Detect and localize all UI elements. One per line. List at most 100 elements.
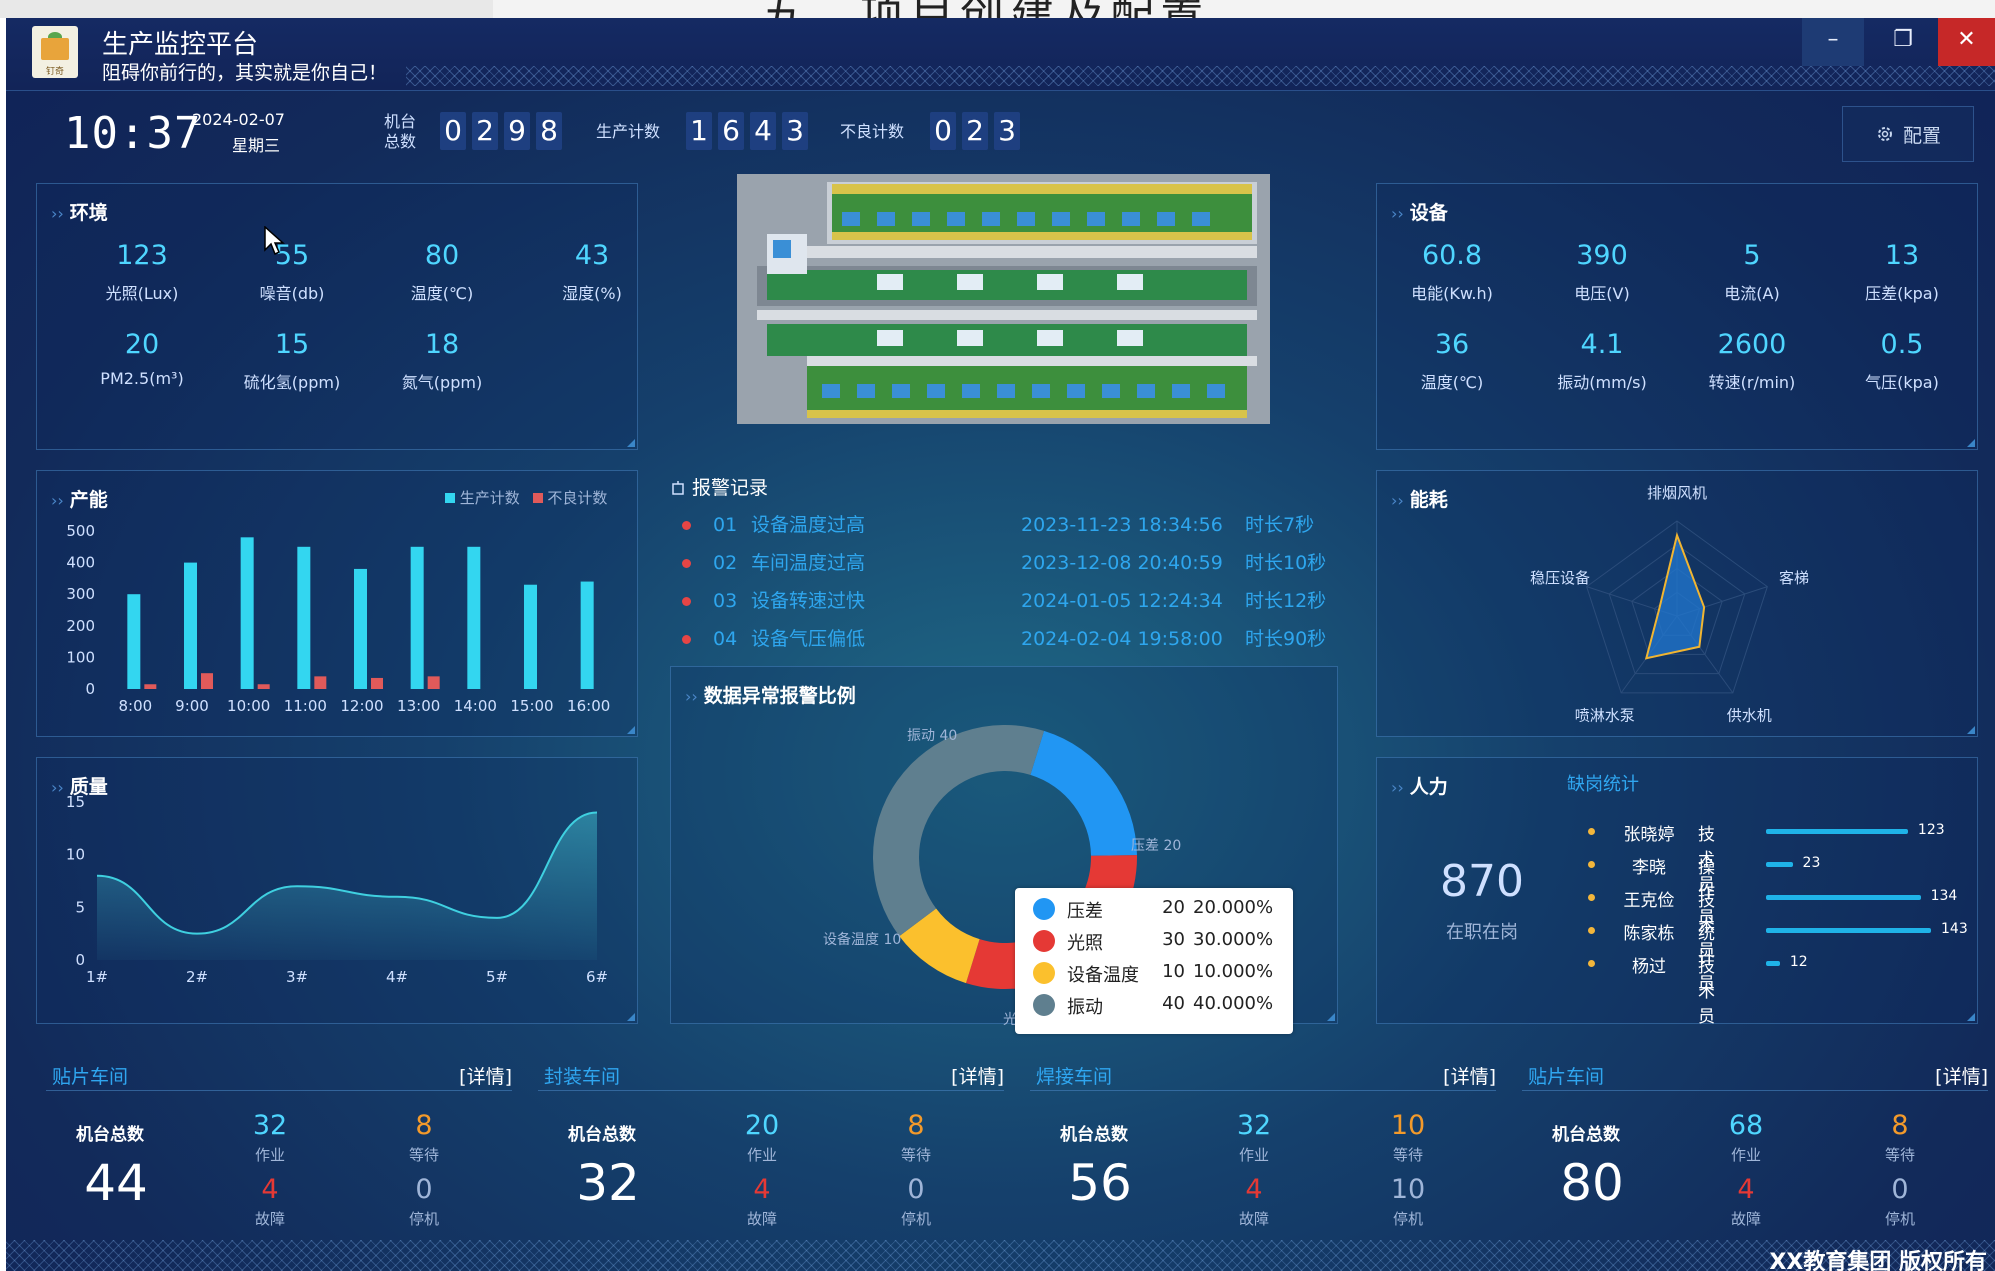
energy-panel: ›› 能耗 排烟风机 客梯 供水机 喷淋水泵 稳压设备	[1376, 470, 1978, 737]
x-tick-label: 11:00	[284, 697, 327, 715]
x-tick-label: 4#	[386, 968, 408, 986]
y-tick-label: 500	[66, 522, 95, 540]
bar-production	[580, 581, 594, 689]
alarm-time: 2023-11-23 18:34:56	[1021, 514, 1223, 536]
bar-production	[354, 568, 367, 689]
tooltip-name: 振动	[1067, 997, 1103, 1018]
bullet-icon	[1588, 927, 1595, 934]
tooltip-pct: 30.000%	[1193, 929, 1274, 950]
title-bar[interactable]: 钉奇 生产监控平台 阻碍你前行的，其实就是你自己！ – ❐ ✕	[6, 18, 1995, 91]
capacity-legend: 生产计数 不良计数	[445, 487, 607, 508]
x-tick-label: 5#	[486, 968, 508, 986]
workshop-detail-link[interactable]: [详情]	[1935, 1066, 1988, 1088]
metric-label: 电流(A)	[1724, 284, 1780, 303]
donut-label-light: 光	[1003, 1012, 1017, 1028]
metric-value: 55	[274, 240, 310, 271]
legend-production: 生产计数	[459, 489, 520, 507]
workshop-working-label: 作业	[746, 1146, 777, 1164]
swatch-icon	[1033, 898, 1055, 920]
tooltip-name: 压差	[1067, 901, 1103, 922]
config-button[interactable]: 配置	[1842, 106, 1974, 162]
chevron-icon: ››	[1391, 491, 1404, 510]
bar-production	[184, 562, 197, 689]
staff-bar	[1766, 895, 1921, 900]
metric-label: 湿度(%)	[562, 284, 622, 303]
metric-label: 转速(r/min)	[1708, 373, 1796, 392]
y-tick-label: 200	[66, 617, 95, 635]
workshop-waiting-label: 等待	[408, 1146, 439, 1164]
x-tick-label: 1#	[86, 968, 108, 986]
anomaly-title: 数据异常报警比例	[703, 685, 856, 707]
x-tick-label: 16:00	[567, 697, 610, 715]
alarm-row[interactable]: 04 设备气压偏低 2024-02-04 19:58:00 时长90秒	[682, 624, 1326, 651]
x-tick-label: 10:00	[227, 697, 270, 715]
metric-value: 15	[274, 329, 310, 360]
equipment-panel: ›› 设备 60.8 电能(Kw.h) 390 电压(V) 5 电流(A) 13 …	[1376, 183, 1978, 450]
panel-title: ›› 数据异常报警比例	[685, 681, 856, 708]
bullet-icon	[1588, 960, 1595, 967]
alarm-title: 报警记录	[692, 477, 769, 499]
digit: 0	[930, 112, 956, 150]
quality-area	[97, 812, 597, 960]
alarm-row[interactable]: 03 设备转速过快 2024-01-05 12:24:34 时长12秒	[682, 586, 1326, 613]
radar-axis-label: 稳压设备	[1530, 569, 1590, 587]
staff-role: 技术员	[1698, 825, 1715, 895]
bar-production	[240, 537, 254, 689]
donut-tooltip: 压差 20 20.000% 光照 30 30.000% 设备温度 10 10.000% 振动…	[1015, 888, 1293, 1034]
metric-value: 60.8	[1421, 240, 1483, 271]
restore-button[interactable]: ❐	[1893, 27, 1913, 52]
alarm-row[interactable]: 02 车间温度过高 2023-12-08 20:40:59 时长10秒	[682, 548, 1326, 575]
workshop-detail-link[interactable]: [详情]	[951, 1066, 1004, 1088]
staff-role: 技术员	[1698, 891, 1715, 961]
workshop-name: 贴片车间	[52, 1066, 129, 1088]
bar-defect	[201, 673, 213, 689]
alarm-duration: 时长90秒	[1245, 628, 1327, 650]
tooltip-row: 压差 20 20.000%	[1033, 894, 1283, 924]
x-tick-label: 2#	[186, 968, 208, 986]
y-tick-label: 400	[66, 554, 95, 572]
y-tick-label: 300	[66, 585, 95, 603]
clock-time: 10:37	[64, 108, 202, 159]
minimize-button[interactable]: –	[1802, 18, 1864, 66]
workshop-fault: 4	[1245, 1174, 1263, 1205]
legend-swatch-defect	[532, 493, 543, 503]
y-tick-label: 10	[66, 846, 85, 864]
digit: 6	[718, 112, 744, 150]
metric-label: 硫化氢(ppm)	[243, 373, 341, 392]
metric-value: 36	[1434, 329, 1470, 360]
y-tick-label: 100	[66, 648, 95, 666]
metric-value: 2600	[1717, 329, 1787, 360]
alarm-row[interactable]: 01 设备温度过高 2023-11-23 18:34:56 时长7秒	[682, 510, 1314, 537]
staff-value: 143	[1941, 921, 1968, 937]
logo-leaf	[48, 32, 62, 42]
workshop-working: 68	[1728, 1110, 1764, 1141]
workshop-total-label: 机台总数	[76, 1125, 144, 1145]
workshop-fault: 4	[753, 1174, 771, 1205]
y-tick-label: 15	[66, 793, 85, 811]
radar-grid	[1631, 567, 1723, 655]
metric-label: 气压(kpa)	[1865, 373, 1939, 392]
workshop-stopped: 0	[415, 1174, 433, 1205]
staff-role: 操作员	[1698, 858, 1715, 928]
bar-production	[127, 594, 141, 689]
metric-value: 43	[574, 240, 610, 271]
footer-pattern	[6, 1240, 1995, 1271]
workshop-detail-link[interactable]: [详情]	[459, 1066, 512, 1088]
radar-axis-label: 供水机	[1727, 707, 1772, 725]
x-tick-label: 13:00	[397, 697, 440, 715]
alarm-no: 01	[713, 514, 738, 536]
metric-value: 18	[424, 329, 460, 360]
workshop-waiting: 10	[1390, 1110, 1426, 1141]
metric-label: 压差(kpa)	[1865, 284, 1939, 303]
mouse-cursor-icon	[264, 226, 285, 256]
radar-data-area	[1644, 531, 1706, 660]
bar-production	[410, 546, 424, 689]
close-button[interactable]: ✕	[1938, 18, 1995, 66]
capacity-bar-chart: 0 100 200 300 400 500 8:00 9:00 10:00 11:00 12:00 1…	[66, 522, 610, 715]
workshop-card: 贴片车间 [详情] 机台总数 44 32 作业 8 等待 4 故障 0 停机	[36, 1058, 522, 1238]
app-logo: 钉奇	[32, 26, 78, 78]
tooltip-pct: 20.000%	[1193, 897, 1274, 918]
workshop-detail-link[interactable]: [详情]	[1443, 1066, 1496, 1088]
app-window: 钉奇 生产监控平台 阻碍你前行的，其实就是你自己！ – ❐ ✕ 10:37 20…	[6, 18, 1995, 1271]
radar-axis-label: 客梯	[1779, 569, 1809, 587]
